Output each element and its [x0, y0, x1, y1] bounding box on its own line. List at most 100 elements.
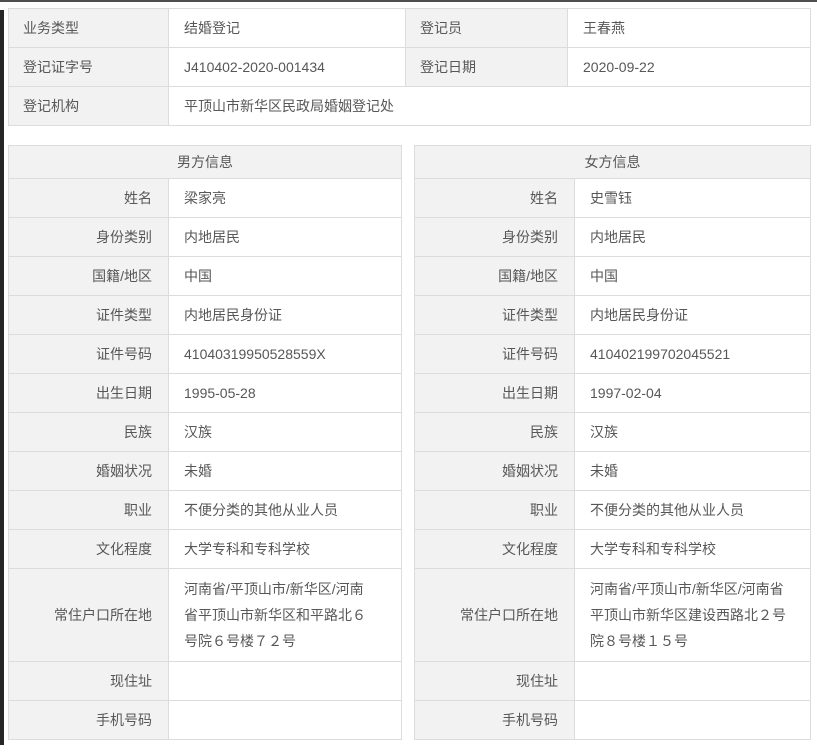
certificate-number-value: J410402-2020-001434 [168, 47, 406, 87]
bride-info-table: 女方信息 姓名 史雪钰 身份类别 内地居民 国籍/地区 中国 证件类型 内地居民… [414, 145, 811, 740]
birth-date-value: 1997-02-04 [574, 373, 811, 413]
ethnicity-value: 汉族 [168, 412, 402, 452]
table-row: 婚姻状况 未婚 [414, 451, 811, 491]
table-row: 身份类别 内地居民 [414, 217, 811, 257]
business-type-value: 结婚登记 [168, 8, 406, 48]
identity-category-value: 内地居民 [168, 217, 402, 257]
occupation-label: 职业 [8, 490, 169, 530]
table-row: 登记证字号 J410402-2020-001434 登记日期 2020-09-2… [8, 47, 811, 87]
education-label: 文化程度 [414, 529, 575, 569]
ethnicity-label: 民族 [414, 412, 575, 452]
table-row: 姓名 史雪钰 [414, 178, 811, 218]
marital-status-label: 婚姻状况 [414, 451, 575, 491]
table-row: 国籍/地区 中国 [8, 256, 402, 296]
occupation-value: 不便分类的其他从业人员 [168, 490, 402, 530]
birth-date-label: 出生日期 [414, 373, 575, 413]
business-type-label: 业务类型 [8, 8, 169, 48]
marital-status-label: 婚姻状况 [8, 451, 169, 491]
table-header-row: 女方信息 [414, 145, 811, 179]
table-row: 出生日期 1995-05-28 [8, 373, 402, 413]
table-row: 证件号码 41040319950528559X [8, 334, 402, 374]
birth-date-value: 1995-05-28 [168, 373, 402, 413]
groom-info-title: 男方信息 [8, 145, 402, 179]
table-row: 登记机构 平顶山市新华区民政局婚姻登记处 [8, 86, 811, 126]
education-label: 文化程度 [8, 529, 169, 569]
household-address-label: 常住户口所在地 [8, 568, 169, 662]
education-value: 大学专科和专科学校 [574, 529, 811, 569]
table-row: 职业 不便分类的其他从业人员 [414, 490, 811, 530]
ethnicity-value: 汉族 [574, 412, 811, 452]
table-header-row: 男方信息 [8, 145, 402, 179]
table-row: 民族 汉族 [414, 412, 811, 452]
table-row: 身份类别 内地居民 [8, 217, 402, 257]
table-row: 现住址 [8, 661, 402, 701]
current-address-label: 现住址 [8, 661, 169, 701]
registration-office-value: 平顶山市新华区民政局婚姻登记处 [168, 86, 811, 126]
table-row: 业务类型 结婚登记 登记员 王春燕 [8, 8, 811, 48]
registrar-label: 登记员 [405, 8, 568, 48]
table-row: 婚姻状况 未婚 [8, 451, 402, 491]
table-row: 姓名 梁家亮 [8, 178, 402, 218]
household-address-value: 河南省/平顶山市/新华区/河南省平顶山市新华区建设西路北２号院８号楼１５号 [574, 568, 811, 662]
table-row: 证件类型 内地居民身份证 [8, 295, 402, 335]
top-edge-line [0, 0, 817, 2]
household-address-label: 常住户口所在地 [414, 568, 575, 662]
table-row: 现住址 [414, 661, 811, 701]
table-row: 职业 不便分类的其他从业人员 [8, 490, 402, 530]
registration-date-value: 2020-09-22 [567, 47, 811, 87]
nationality-value: 中国 [168, 256, 402, 296]
groom-info-table: 男方信息 姓名 梁家亮 身份类别 内地居民 国籍/地区 中国 证件类型 内地居民… [8, 145, 402, 740]
name-value: 史雪钰 [574, 178, 811, 218]
marital-status-value: 未婚 [168, 451, 402, 491]
name-value: 梁家亮 [168, 178, 402, 218]
table-row: 出生日期 1997-02-04 [414, 373, 811, 413]
id-type-value: 内地居民身份证 [168, 295, 402, 335]
table-row: 文化程度 大学专科和专科学校 [414, 529, 811, 569]
education-value: 大学专科和专科学校 [168, 529, 402, 569]
nationality-label: 国籍/地区 [414, 256, 575, 296]
mobile-number-value [574, 700, 811, 740]
id-number-label: 证件号码 [414, 334, 575, 374]
registration-date-label: 登记日期 [405, 47, 568, 87]
mobile-number-value [168, 700, 402, 740]
name-label: 姓名 [8, 178, 169, 218]
current-address-value [574, 661, 811, 701]
marital-status-value: 未婚 [574, 451, 811, 491]
table-row: 常住户口所在地 河南省/平顶山市/新华区/河南省平顶山市新华区建设西路北２号院８… [414, 568, 811, 662]
current-address-value [168, 661, 402, 701]
mobile-number-label: 手机号码 [8, 700, 169, 740]
identity-category-value: 内地居民 [574, 217, 811, 257]
mobile-number-label: 手机号码 [414, 700, 575, 740]
nationality-label: 国籍/地区 [8, 256, 169, 296]
household-address-value: 河南省/平顶山市/新华区/河南省平顶山市新华区和平路北６号院６号楼７２号 [168, 568, 402, 662]
certificate-number-label: 登记证字号 [8, 47, 169, 87]
id-number-value: 410402199702045521 [574, 334, 811, 374]
occupation-value: 不便分类的其他从业人员 [574, 490, 811, 530]
table-row: 民族 汉族 [8, 412, 402, 452]
identity-category-label: 身份类别 [414, 217, 575, 257]
id-number-value: 41040319950528559X [168, 334, 402, 374]
id-type-label: 证件类型 [414, 295, 575, 335]
table-row: 文化程度 大学专科和专科学校 [8, 529, 402, 569]
identity-category-label: 身份类别 [8, 217, 169, 257]
table-row: 常住户口所在地 河南省/平顶山市/新华区/河南省平顶山市新华区和平路北６号院６号… [8, 568, 402, 662]
bride-info-title: 女方信息 [414, 145, 811, 179]
registration-office-label: 登记机构 [8, 86, 169, 126]
left-edge-strip [0, 10, 4, 745]
table-row: 手机号码 [414, 700, 811, 740]
birth-date-label: 出生日期 [8, 373, 169, 413]
registration-summary-table: 业务类型 结婚登记 登记员 王春燕 登记证字号 J410402-2020-001… [8, 8, 811, 126]
current-address-label: 现住址 [414, 661, 575, 701]
occupation-label: 职业 [414, 490, 575, 530]
id-type-value: 内地居民身份证 [574, 295, 811, 335]
id-number-label: 证件号码 [8, 334, 169, 374]
table-row: 国籍/地区 中国 [414, 256, 811, 296]
id-type-label: 证件类型 [8, 295, 169, 335]
ethnicity-label: 民族 [8, 412, 169, 452]
table-row: 手机号码 [8, 700, 402, 740]
nationality-value: 中国 [574, 256, 811, 296]
table-row: 证件类型 内地居民身份证 [414, 295, 811, 335]
registrar-value: 王春燕 [567, 8, 811, 48]
name-label: 姓名 [414, 178, 575, 218]
